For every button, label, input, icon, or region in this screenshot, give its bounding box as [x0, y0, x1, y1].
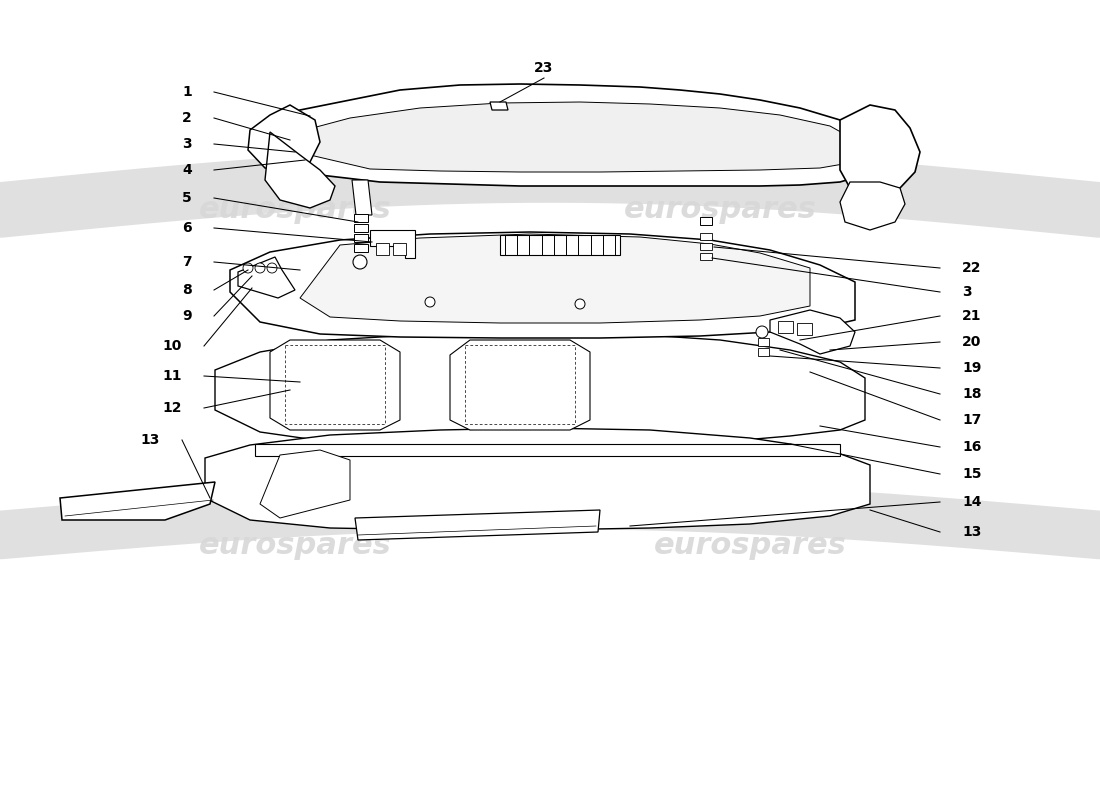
Text: eurospares: eurospares	[653, 530, 846, 559]
Polygon shape	[355, 510, 600, 540]
Polygon shape	[290, 102, 860, 172]
Bar	[393, 243, 406, 255]
Polygon shape	[770, 310, 855, 354]
Text: 21: 21	[962, 309, 981, 323]
Bar	[500, 235, 620, 255]
Bar	[700, 253, 712, 260]
Polygon shape	[255, 444, 840, 456]
Polygon shape	[270, 340, 400, 430]
Bar	[354, 214, 368, 222]
Bar	[758, 348, 769, 356]
Polygon shape	[300, 234, 810, 323]
Text: 20: 20	[962, 335, 981, 349]
Bar	[354, 234, 368, 242]
Text: 11: 11	[163, 369, 182, 383]
Polygon shape	[450, 340, 590, 430]
Text: 18: 18	[962, 387, 981, 401]
Circle shape	[353, 255, 367, 269]
Bar	[700, 233, 712, 240]
Circle shape	[575, 299, 585, 309]
Bar	[376, 243, 389, 255]
Text: 13: 13	[962, 525, 981, 539]
Text: 22: 22	[962, 261, 981, 275]
Text: 23: 23	[535, 61, 553, 75]
Circle shape	[255, 263, 265, 273]
Text: 8: 8	[183, 283, 192, 297]
Text: 16: 16	[962, 440, 981, 454]
Bar	[354, 224, 368, 232]
Polygon shape	[260, 84, 870, 186]
Text: 6: 6	[183, 221, 192, 235]
Polygon shape	[265, 132, 336, 208]
Circle shape	[425, 297, 435, 307]
Text: 12: 12	[163, 401, 182, 415]
Bar	[354, 244, 368, 252]
Polygon shape	[260, 450, 350, 518]
Polygon shape	[60, 482, 215, 520]
Text: 3: 3	[962, 285, 971, 299]
Text: 15: 15	[962, 467, 981, 481]
Text: eurospares: eurospares	[624, 195, 816, 225]
Text: 1: 1	[183, 85, 192, 99]
Bar	[798, 323, 812, 335]
Bar	[758, 338, 769, 346]
Text: 3: 3	[183, 137, 192, 151]
Polygon shape	[352, 180, 372, 215]
Polygon shape	[230, 232, 855, 338]
Text: 2: 2	[183, 111, 192, 125]
Text: eurospares: eurospares	[199, 195, 392, 225]
Polygon shape	[205, 428, 870, 530]
Circle shape	[756, 326, 768, 338]
Polygon shape	[840, 105, 920, 196]
Text: 10: 10	[163, 339, 182, 353]
Text: 4: 4	[183, 163, 192, 177]
Text: 9: 9	[183, 309, 192, 323]
Circle shape	[243, 263, 253, 273]
Text: 14: 14	[962, 495, 981, 509]
Text: 5: 5	[183, 191, 192, 205]
Polygon shape	[238, 257, 295, 298]
Polygon shape	[370, 230, 415, 258]
Bar	[700, 243, 712, 250]
Text: 13: 13	[141, 433, 160, 447]
Polygon shape	[840, 182, 905, 230]
Text: eurospares: eurospares	[199, 530, 392, 559]
Bar	[778, 321, 793, 333]
Polygon shape	[248, 105, 320, 172]
Bar	[700, 217, 712, 225]
Circle shape	[267, 263, 277, 273]
Text: 19: 19	[962, 361, 981, 375]
Polygon shape	[214, 332, 865, 448]
Text: 7: 7	[183, 255, 192, 269]
Text: 17: 17	[962, 413, 981, 427]
Polygon shape	[490, 102, 508, 110]
